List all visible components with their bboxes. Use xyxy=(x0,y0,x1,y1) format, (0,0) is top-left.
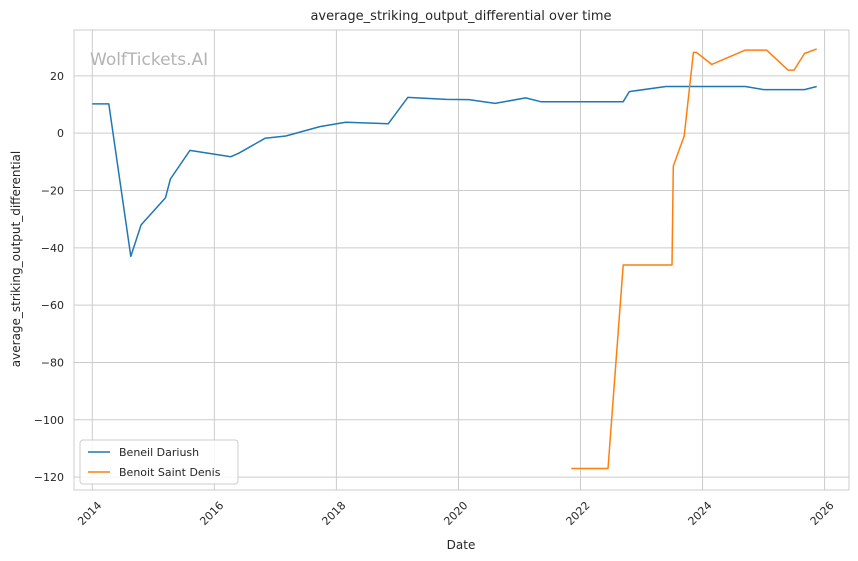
y-tick-label: −60 xyxy=(41,299,64,312)
y-tick-label: 20 xyxy=(50,70,64,83)
y-tick-label: −40 xyxy=(41,242,64,255)
y-tick-label: 0 xyxy=(57,127,64,140)
y-axis-ticks: −120 −100 −80 −60 −40 −20 0 20 xyxy=(34,70,64,484)
y-tick-label: −80 xyxy=(41,356,64,369)
y-tick-label: −120 xyxy=(34,471,64,484)
legend-label: Benoit Saint Denis xyxy=(119,466,221,479)
series-line-2 xyxy=(571,48,817,470)
legend-box xyxy=(79,439,239,485)
y-axis-label: average_striking_output_differential xyxy=(9,151,23,367)
watermark: WolfTickets.AI xyxy=(90,50,208,70)
plot-frame xyxy=(73,29,850,491)
series-line-1 xyxy=(92,85,817,258)
y-tick-label: −100 xyxy=(34,414,64,427)
x-axis-label: Date xyxy=(447,538,476,552)
y-tick-label: −20 xyxy=(41,184,64,197)
legend-label: Beneil Dariush xyxy=(119,446,199,459)
chart-title: average_striking_output_differential ove… xyxy=(310,9,611,24)
grid xyxy=(74,30,849,490)
series-lines xyxy=(92,48,817,470)
legend: Beneil Dariush Benoit Saint Denis xyxy=(79,439,239,485)
plot-area xyxy=(74,30,849,490)
